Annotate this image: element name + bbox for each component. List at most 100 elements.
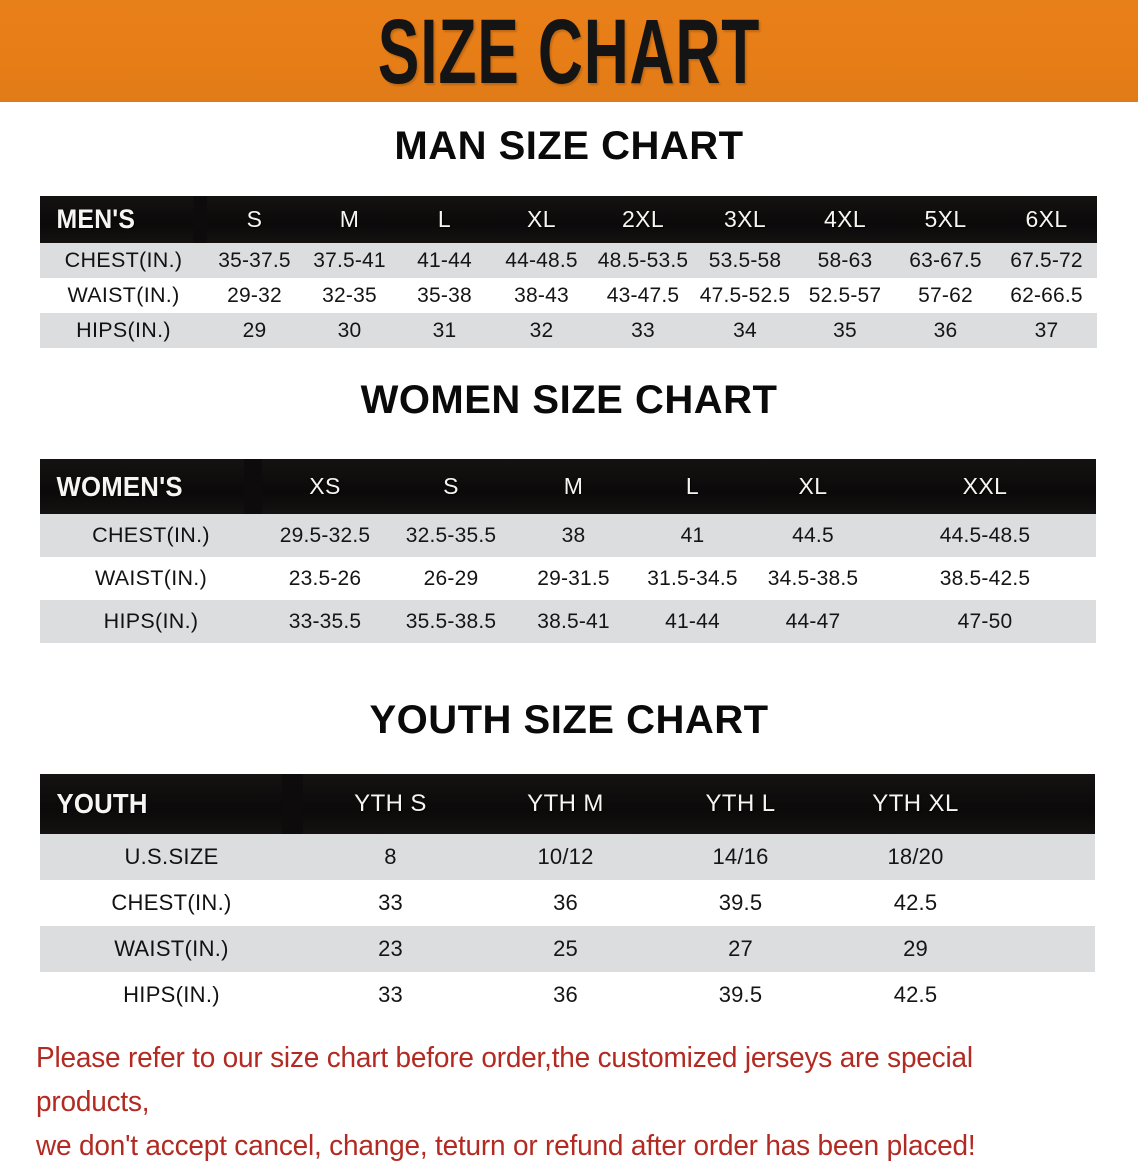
cell: 34.5-38.5: [767, 566, 859, 590]
men-corner-label: MEN'S: [40, 196, 194, 243]
table-row: CHEST(IN.) 29.5-32.5 32.5-35.5 38 41 44.…: [40, 514, 1096, 557]
cell: 30: [337, 318, 362, 342]
cell: 44.5-48.5: [939, 523, 1031, 547]
men-col-header-s: S: [207, 196, 302, 243]
youth-header-filler: [1003, 774, 1095, 834]
youth-row-label-chest: CHEST(IN.): [111, 890, 232, 915]
table-row: HIPS(IN.) 33-35.5 35.5-38.5 38.5-41 41-4…: [40, 600, 1096, 643]
cell: 38.5-41: [537, 609, 610, 633]
women-col-header-xxl: XXL: [874, 459, 1096, 514]
youth-corner-label: YOUTH: [40, 774, 282, 834]
cell: 26-29: [423, 566, 479, 590]
men-col-header-l: L: [397, 196, 492, 243]
table-row: HIPS(IN.) 29 30 31 32 33 34 35 36 37: [40, 313, 1097, 348]
cell: 39.5: [718, 890, 763, 915]
cell: 41-44: [417, 248, 472, 272]
women-row-label-chest: CHEST(IN.): [92, 523, 210, 547]
cell: 52.5-57: [808, 283, 882, 307]
cell: 32-35: [322, 283, 377, 307]
disclaimer-line-2: we don't accept cancel, change, teturn o…: [36, 1130, 976, 1162]
cell: 57-62: [918, 283, 973, 307]
men-col-header-xl: XL: [492, 196, 591, 243]
page-banner: SIZE CHART: [0, 0, 1138, 102]
cell: 38.5-42.5: [939, 566, 1031, 590]
cell-filler: [1003, 834, 1095, 880]
women-col-header-xs: XS: [262, 459, 388, 514]
cell: 63-67.5: [909, 248, 982, 272]
men-col-header-5xl: 5XL: [895, 196, 996, 243]
youth-col-header-yth-l: YTH L: [653, 774, 828, 834]
men-col-header-m: M: [302, 196, 397, 243]
cell: 31.5-34.5: [647, 566, 738, 590]
cell: 29: [903, 936, 928, 961]
youth-col-header-yth-s: YTH S: [303, 774, 478, 834]
cell: 36: [553, 890, 578, 915]
cell: 8: [384, 844, 397, 869]
cell: 38-43: [514, 283, 569, 307]
cell: 29.5-32.5: [279, 523, 371, 547]
cell: 37: [1034, 318, 1059, 342]
cell: 37.5-41: [313, 248, 386, 272]
cell: 32: [529, 318, 554, 342]
cell: 44.5: [792, 523, 834, 547]
youth-row-label-hips: HIPS(IN.): [123, 982, 220, 1007]
youth-row-label-waist: WAIST(IN.): [114, 936, 229, 961]
table-row: WAIST(IN.) 29-32 32-35 35-38 38-43 43-47…: [40, 278, 1097, 313]
youth-size-table: YOUTH YTH S YTH M YTH L YTH XL U.S.SIZE …: [40, 774, 1095, 1018]
cell: 23.5-26: [288, 566, 362, 590]
table-row: CHEST(IN.) 35-37.5 37.5-41 41-44 44-48.5…: [40, 243, 1097, 278]
cell: 44-48.5: [505, 248, 578, 272]
section-title-man: MAN SIZE CHART: [394, 124, 744, 168]
men-row-label-hips: HIPS(IN.): [76, 318, 171, 342]
cell: 33-35.5: [288, 609, 362, 633]
cell: 58-63: [817, 248, 873, 272]
cell: 47-50: [957, 609, 1013, 633]
cell-filler: [1003, 972, 1095, 1018]
cell-filler: [1003, 926, 1095, 972]
table-header-row: WOMEN'S XS S M L XL XXL: [40, 459, 1096, 514]
section-title-youth: YOUTH SIZE CHART: [369, 698, 769, 742]
table-row: WAIST(IN.) 23.5-26 26-29 29-31.5 31.5-34…: [40, 557, 1096, 600]
disclaimer-line-1: Please refer to our size chart before or…: [36, 1042, 973, 1118]
cell: 47.5-52.5: [699, 283, 791, 307]
table-header-row: YOUTH YTH S YTH M YTH L YTH XL: [40, 774, 1095, 834]
women-col-header-l: L: [633, 459, 752, 514]
cell: 48.5-53.5: [597, 248, 689, 272]
cell: 31: [432, 318, 457, 342]
disclaimer-text: Please refer to our size chart before or…: [36, 1036, 1065, 1168]
men-col-header-4xl: 4XL: [795, 196, 895, 243]
cell: 41: [680, 523, 705, 547]
cell: 42.5: [893, 890, 938, 915]
cell: 25: [553, 936, 578, 961]
women-col-header-s: S: [388, 459, 514, 514]
women-corner-label: WOMEN'S: [40, 459, 245, 514]
women-row-label-hips: HIPS(IN.): [103, 609, 199, 633]
cell: 43-47.5: [606, 283, 680, 307]
cell: 35-38: [417, 283, 472, 307]
youth-col-header-yth-xl: YTH XL: [828, 774, 1003, 834]
men-col-header-2xl: 2XL: [591, 196, 695, 243]
cell: 44-47: [785, 609, 841, 633]
women-size-table: WOMEN'S XS S M L XL XXL CHEST(IN.) 29.5-…: [40, 459, 1096, 643]
cell: 41-44: [665, 609, 720, 633]
men-row-label-waist: WAIST(IN.): [67, 283, 180, 307]
cell: 36: [553, 982, 578, 1007]
cell: 34: [733, 318, 757, 342]
cell: 39.5: [718, 982, 763, 1007]
cell: 29-32: [227, 283, 282, 307]
table-row: WAIST(IN.) 23 25 27 29: [40, 926, 1095, 972]
men-col-header-3xl: 3XL: [695, 196, 795, 243]
cell: 18/20: [887, 844, 944, 869]
page-title: SIZE CHART: [377, 0, 761, 102]
women-row-label-waist: WAIST(IN.): [94, 566, 208, 590]
cell: 36: [933, 318, 958, 342]
cell: 35.5-38.5: [405, 609, 497, 633]
cell: 29-31.5: [537, 566, 610, 590]
cell: 32.5-35.5: [405, 523, 497, 547]
cell: 29: [242, 318, 267, 342]
men-col-header-6xl: 6XL: [996, 196, 1097, 243]
women-col-header-xl: XL: [752, 459, 874, 514]
section-title-women: WOMEN SIZE CHART: [360, 378, 778, 422]
women-col-header-m: M: [514, 459, 633, 514]
